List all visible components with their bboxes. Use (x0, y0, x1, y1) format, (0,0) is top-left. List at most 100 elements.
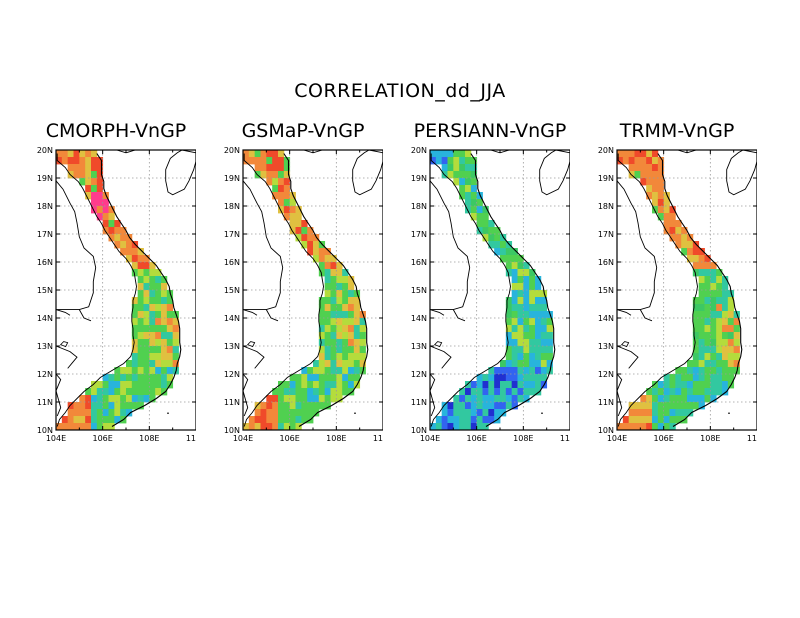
grid-cell (85, 395, 92, 403)
grid-cell (79, 423, 86, 430)
island-dot (541, 412, 543, 415)
grid-cell (126, 255, 133, 263)
grid-cell (727, 318, 735, 326)
grid-cell (131, 332, 139, 340)
border-line (429, 180, 471, 311)
grid-cell (254, 150, 261, 158)
grid-cell (272, 402, 279, 410)
tick-marks (55, 149, 196, 431)
grid-cell (470, 192, 478, 200)
grid-cell (318, 339, 326, 347)
grid-cell (692, 325, 700, 333)
grid-cell (79, 395, 86, 403)
grid-cell (511, 388, 518, 396)
grid-cell (511, 374, 518, 382)
grid-cell (505, 346, 513, 354)
grid-cell (692, 360, 700, 368)
border-line (243, 153, 324, 427)
grid-cell (488, 374, 495, 382)
grid-cell (517, 360, 524, 368)
grid-cell (307, 241, 314, 249)
grid-cell (710, 381, 717, 389)
grid-cell (61, 416, 69, 424)
grid-cell (646, 395, 653, 403)
grid-cell (698, 367, 705, 375)
grid-cell (441, 416, 448, 424)
grid-cell (131, 374, 139, 382)
grid-cell (324, 297, 331, 305)
grid-cell (172, 318, 179, 326)
grid-cell (488, 409, 495, 417)
grid-cell (137, 353, 144, 361)
grid-cell (727, 367, 735, 375)
grid-cell (470, 423, 478, 430)
gulf-coastline (616, 373, 623, 417)
grid-cell (692, 318, 700, 326)
grid-cell (289, 199, 296, 207)
grid-cell (675, 402, 682, 410)
grid-cell (295, 227, 302, 235)
grid-cell (254, 423, 261, 430)
grid-cell (114, 395, 121, 403)
grid-cell (517, 304, 524, 312)
grid-cell (470, 164, 478, 172)
grid-cell (155, 360, 162, 368)
grid-cell (494, 395, 501, 403)
grid-cell (675, 234, 682, 242)
grid-cell (161, 339, 168, 347)
grid-cell (663, 220, 670, 228)
grid-cell (96, 185, 104, 193)
grid-cell (131, 360, 139, 368)
grid-cell (260, 150, 267, 158)
border-line (78, 309, 92, 322)
lon-label: 108E (326, 434, 346, 443)
grid-cell (482, 402, 489, 410)
grid-cell (517, 353, 524, 361)
map-panel-cmorph: CMORPH-VnGP 10N 11N 12N 13N 14N 15N 16N 17N 18N 1… (26, 120, 216, 450)
grid-cell (120, 241, 127, 249)
grid-cell (336, 304, 343, 312)
grid-cell (359, 353, 366, 361)
grid-cell (143, 283, 150, 291)
grid-cell (540, 339, 548, 347)
grid-cell (657, 157, 665, 165)
grid-cell (494, 388, 501, 396)
lat-label: 20N (224, 146, 240, 155)
grid-cell (96, 416, 104, 424)
grid-cell (646, 192, 653, 200)
grid-cell (161, 325, 168, 333)
grid-cell (91, 395, 98, 403)
lat-label: 13N (411, 342, 427, 351)
lat-label: 20N (598, 146, 614, 155)
grid-cell (278, 395, 285, 403)
grid-cell (488, 381, 495, 389)
grid-cell (278, 192, 285, 200)
grid-cell (453, 416, 460, 424)
grid-cell (716, 388, 723, 396)
grid-cell (120, 388, 127, 396)
grid-cell (540, 311, 548, 319)
grid-cell (61, 423, 69, 430)
tick-marks (242, 149, 383, 431)
grid-cell (301, 381, 308, 389)
grid-cell (692, 332, 700, 340)
grid-cell (652, 164, 659, 172)
grid-cell (482, 227, 489, 235)
grid-cell (283, 199, 291, 207)
grid-cell (318, 304, 326, 312)
grid-cell (79, 416, 86, 424)
grid-cell (324, 276, 331, 284)
grid-cell (500, 241, 507, 249)
grid-cell (137, 367, 144, 375)
grid-cell (523, 353, 530, 361)
grid-cell (447, 402, 454, 410)
grid-cell (307, 402, 314, 410)
grid-cell (102, 423, 109, 430)
grid-cell (143, 269, 150, 277)
grid-cell (663, 402, 670, 410)
grid-cell (56, 157, 63, 165)
coastline (55, 149, 196, 427)
grid-cell (441, 157, 448, 165)
grid-cell (657, 388, 665, 396)
grid-cell (324, 388, 331, 396)
